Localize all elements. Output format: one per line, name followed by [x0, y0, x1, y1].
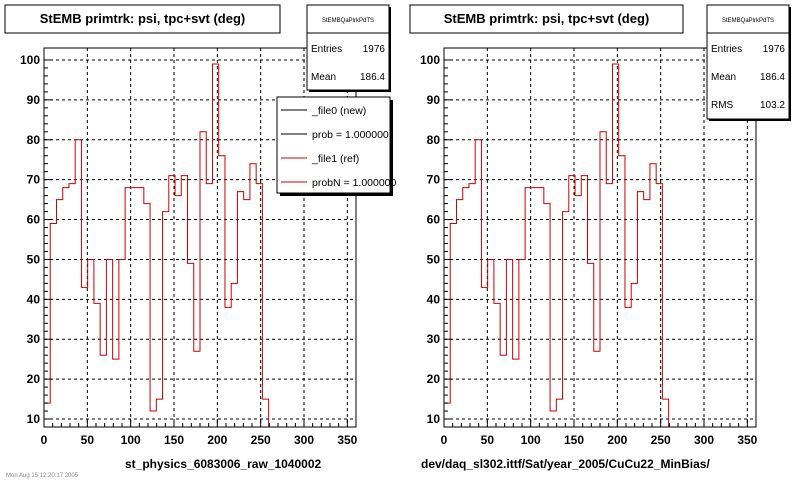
x-tick-label: 0 — [41, 433, 48, 447]
y-tick-label: 10 — [27, 412, 41, 426]
stats-value: 1976 — [763, 44, 786, 55]
stats-name: StEMBQaPlrkPdTS — [322, 18, 374, 24]
x-tick-label: 150 — [564, 433, 584, 447]
x-tick-label: 300 — [694, 433, 714, 447]
stats-value: 1976 — [363, 44, 386, 55]
stats-value: 186.4 — [360, 72, 385, 83]
y-tick-label: 70 — [427, 173, 441, 187]
stats-label: Entries — [311, 44, 342, 55]
x-tick-label: 150 — [164, 433, 184, 447]
stats-label: Mean — [311, 72, 336, 83]
y-tick-label: 10 — [427, 412, 441, 426]
x-tick-label: 100 — [121, 433, 141, 447]
y-tick-label: 100 — [20, 53, 40, 67]
y-tick-label: 50 — [427, 252, 441, 266]
x-tick-label: 350 — [337, 433, 357, 447]
y-tick-label: 80 — [27, 133, 41, 147]
footer-timestamp: Mon Aug 15 12:20:17 2005 — [6, 473, 79, 479]
y-tick-label: 20 — [27, 372, 41, 386]
y-tick-label: 60 — [27, 213, 41, 227]
stats-label: Mean — [711, 72, 736, 83]
x-tick-label: 100 — [521, 433, 541, 447]
x-tick-label: 200 — [207, 433, 227, 447]
y-tick-label: 30 — [27, 332, 41, 346]
x-tick-label: 50 — [81, 433, 95, 447]
y-tick-label: 70 — [27, 173, 41, 187]
stats-label: Entries — [711, 44, 742, 55]
legend-label: prob = 1.000000 — [312, 129, 389, 141]
y-tick-label: 60 — [427, 213, 441, 227]
legend-label: probN = 1.000000 — [312, 177, 397, 189]
stats-value: 186.4 — [760, 72, 785, 83]
histogram-series — [43, 63, 270, 427]
x-tick-label: 250 — [651, 433, 671, 447]
x-tick-label: 350 — [737, 433, 757, 447]
y-tick-label: 20 — [427, 372, 441, 386]
y-tick-label: 50 — [27, 252, 41, 266]
legend-label: _file1 (ref) — [311, 153, 359, 165]
stats-name: StEMBQaPlrkPdTS — [722, 18, 774, 24]
caption: dev/daq_sl302.ittf/Sat/year_2005/CuCu22_… — [421, 457, 710, 471]
x-tick-label: 200 — [607, 433, 627, 447]
panel-left: 0 50 100 150 200 250 300 350 10 20 30 40 50 60 70 80 90 1… — [4, 4, 397, 471]
legend-box — [276, 96, 391, 194]
stats-box — [306, 4, 390, 91]
y-tick-label: 100 — [420, 53, 440, 67]
y-tick-label: 80 — [427, 133, 441, 147]
x-tick-label: 300 — [294, 433, 314, 447]
y-tick-label: 40 — [27, 292, 41, 306]
caption: st_physics_6083006_raw_1040002 — [125, 457, 321, 471]
histogram-series — [443, 63, 670, 427]
chart-title: StEMB primtrk: psi, tpc+svt (deg) — [40, 11, 246, 26]
chart-title: StEMB primtrk: psi, tpc+svt (deg) — [444, 11, 650, 26]
y-tick-label: 40 — [427, 292, 441, 306]
x-tick-label: 250 — [251, 433, 271, 447]
y-tick-label: 90 — [427, 93, 441, 107]
title-box — [409, 4, 684, 34]
stats-value: 103.2 — [760, 100, 785, 111]
title-box — [4, 4, 281, 34]
y-tick-label: 30 — [427, 332, 441, 346]
panel-right: 0 50 100 150 200 250 300 350 10 20 30 40 50 60 70 80 90 1… — [409, 4, 791, 471]
legend-label: _file0 (new) — [311, 105, 366, 117]
stats-box — [706, 4, 790, 120]
y-tick-label: 90 — [27, 93, 41, 107]
stats-label: RMS — [711, 100, 734, 111]
x-tick-label: 0 — [441, 433, 448, 447]
x-tick-label: 50 — [481, 433, 495, 447]
